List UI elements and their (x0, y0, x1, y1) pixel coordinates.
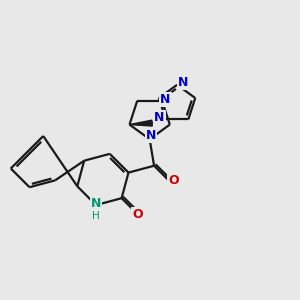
Text: N: N (154, 111, 164, 124)
Text: N: N (146, 129, 156, 142)
Text: H: H (92, 211, 100, 221)
Text: N: N (178, 76, 189, 89)
Text: O: O (132, 208, 143, 220)
Text: N: N (91, 197, 101, 210)
Text: O: O (168, 174, 179, 187)
Polygon shape (130, 120, 152, 126)
Text: N: N (160, 93, 170, 106)
